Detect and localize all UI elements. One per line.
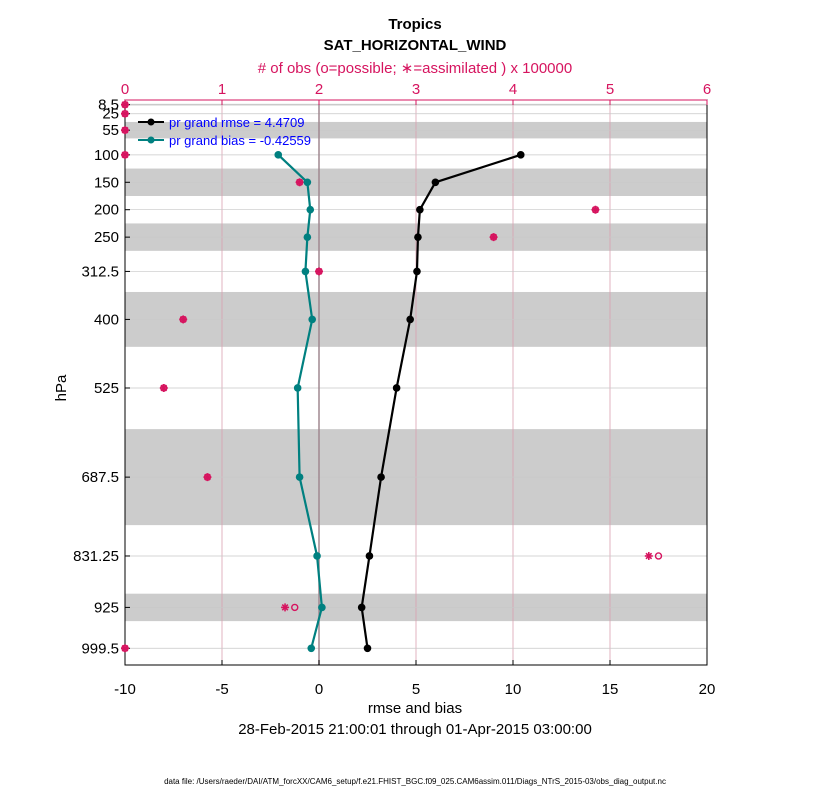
top-tick-label: 0 xyxy=(121,81,129,98)
obs-assimilated-marker xyxy=(591,205,600,214)
series-1-point xyxy=(318,603,326,612)
series-1-point xyxy=(303,178,312,187)
y-tick-label: 25 xyxy=(102,106,119,123)
legend: pr grand rmse = 4.4709 pr grand bias = -… xyxy=(138,115,311,148)
obs-assimilated-marker xyxy=(121,109,129,118)
obs-assimilated-marker xyxy=(644,551,653,560)
y-tick-label: 8.5 xyxy=(98,97,119,114)
top-tick-label: 5 xyxy=(606,81,614,98)
y-tick-label: 925 xyxy=(94,599,119,616)
y-tick-label: 999.5 xyxy=(81,640,119,657)
top-tick-label: 1 xyxy=(218,81,226,98)
series-0-point xyxy=(363,644,372,653)
y-tick-label: 525 xyxy=(94,380,119,397)
obs-assimilated-marker xyxy=(121,126,129,135)
y-tick-label: 400 xyxy=(94,311,119,328)
series-0-point xyxy=(431,178,440,187)
series-1-point xyxy=(306,205,315,214)
top-tick-label: 6 xyxy=(703,81,711,98)
obs-possible-marker xyxy=(654,552,663,560)
x-tick-label: 5 xyxy=(412,681,420,698)
series-1-point xyxy=(301,267,310,276)
series-0-point xyxy=(392,384,401,392)
x-tick-label: 15 xyxy=(602,681,619,698)
x-tick-label: 20 xyxy=(699,681,716,698)
obs-assimilated-marker xyxy=(281,603,290,612)
legend-marker-bias xyxy=(147,136,155,144)
x-tick-label: -5 xyxy=(215,681,228,698)
obs-assimilated-marker xyxy=(121,150,129,159)
series-0-point xyxy=(414,233,422,241)
x-axis-label: rmse and bias xyxy=(368,700,462,717)
obs-assimilated-marker xyxy=(121,100,129,109)
obs-possible-marker xyxy=(291,603,299,612)
obs-assimilated-marker xyxy=(159,383,168,392)
y-tick-label: 55 xyxy=(102,122,119,139)
x-tick-label: -10 xyxy=(114,681,136,698)
obs-assimilated-marker xyxy=(121,644,129,653)
chart-subtitle: SAT_HORIZONTAL_WIND xyxy=(324,37,507,54)
series-1-point xyxy=(303,233,312,241)
y-tick-label: 250 xyxy=(94,229,119,246)
top-tick-label: 3 xyxy=(412,81,420,98)
chart-title: Tropics xyxy=(388,16,441,33)
legend-label-rmse: pr grand rmse = 4.4709 xyxy=(169,115,305,130)
series-0-point xyxy=(416,205,424,214)
footer-data-file: data file: /Users/raeder/DAI/ATM_forcXX/… xyxy=(164,777,666,786)
legend-label-bias: pr grand bias = -0.42559 xyxy=(169,133,311,148)
series-lines xyxy=(274,151,525,653)
series-0-point xyxy=(365,552,374,560)
series-0-point xyxy=(377,473,385,481)
y-tick-label: 687.5 xyxy=(81,469,119,486)
obs-assimilated-marker xyxy=(315,267,323,276)
top-tick-label: 4 xyxy=(509,81,517,98)
series-1-point xyxy=(295,473,304,481)
y-axis-label: hPa xyxy=(53,374,70,401)
obs-assimilated-marker xyxy=(295,178,304,187)
legend-marker-rmse xyxy=(147,118,155,126)
x-tick-label: 0 xyxy=(315,681,323,698)
date-range: 28-Feb-2015 21:00:01 through 01-Apr-2015… xyxy=(238,721,592,738)
y-tick-label: 312.5 xyxy=(81,263,119,280)
y-tick-label: 150 xyxy=(94,174,119,191)
y-tick-label: 200 xyxy=(94,202,119,219)
series-1-point xyxy=(293,384,302,392)
y-tick-label: 831.25 xyxy=(73,548,119,565)
top-tick-label: 2 xyxy=(315,81,323,98)
top-axis-label: # of obs (o=possible; ∗=assimilated ) x … xyxy=(258,60,572,77)
series-0-point xyxy=(516,151,525,159)
series-0-point xyxy=(357,603,366,612)
y-tick-label: 100 xyxy=(94,147,119,164)
series-1-point xyxy=(307,644,316,653)
obs-assimilated-marker xyxy=(179,315,188,324)
series-0-point xyxy=(413,267,421,276)
series-1-point xyxy=(308,315,317,324)
x-tick-label: 10 xyxy=(505,681,522,698)
obs-count-markers xyxy=(121,100,663,653)
series-1-point xyxy=(313,552,321,560)
tick-labels: -10 -5 0 5 10 15 200 1 2 3 4 5 68.525551001502002503… xyxy=(73,81,715,698)
series-1-point xyxy=(274,151,283,159)
obs-assimilated-marker xyxy=(489,233,498,242)
obs-assimilated-marker xyxy=(203,473,212,482)
series-0-point xyxy=(406,315,414,324)
